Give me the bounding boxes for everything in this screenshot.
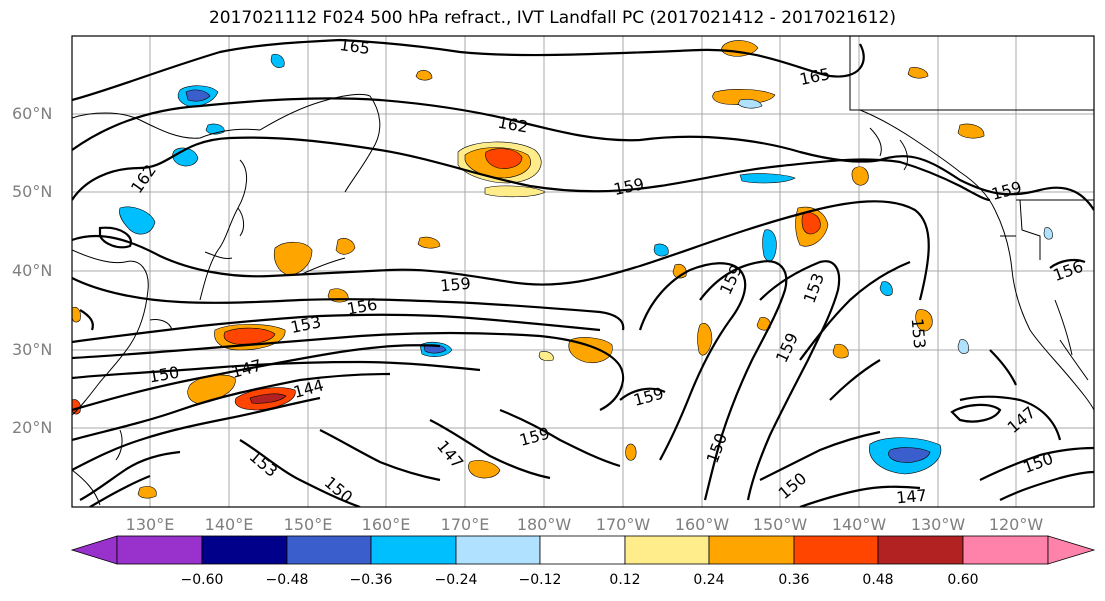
lon-label: 150°W [752, 515, 808, 534]
contour-label: 165 [338, 35, 371, 58]
colorbar-extend-min [70, 535, 118, 565]
lon-label: 120°W [988, 515, 1044, 534]
colorbar-tick-label: 0.60 [947, 572, 979, 588]
lon-label: 170°E [440, 515, 490, 534]
colorbar-tick-label: 0.24 [693, 572, 725, 588]
colorbar-bin [201, 535, 288, 565]
colorbar-bin [962, 535, 1049, 565]
graticule [72, 36, 1094, 507]
colorbar-bin [370, 535, 457, 565]
lon-label: 140°W [831, 515, 887, 534]
contour-label: 144 [291, 376, 325, 402]
contour-label: 150 [703, 431, 731, 466]
colorbar-bin [793, 535, 879, 565]
contour-label: 153 [246, 447, 282, 481]
political-boundaries [849, 36, 1094, 260]
lat-label: 50°N [12, 182, 53, 201]
colorbar-tick-label: −0.60 [180, 572, 224, 588]
height-contours [72, 38, 1094, 507]
lat-label: 40°N [12, 261, 53, 280]
colorbar-tick-label: −0.48 [265, 572, 309, 588]
colorbar-bin [877, 535, 964, 565]
colorbar-tick-label: 0.48 [862, 572, 894, 588]
contour-label: 156 [1051, 257, 1086, 285]
lon-label: 160°E [361, 515, 411, 534]
contour-label: 150 [321, 473, 357, 507]
lon-label: 160°W [674, 515, 730, 534]
colorbar-tick-label: −0.36 [349, 572, 393, 588]
colorbar-tick-label: 0.12 [609, 572, 641, 588]
contour-label: 147 [1004, 403, 1040, 437]
colorbar-bin [116, 535, 203, 565]
contour-label: 153 [289, 312, 323, 337]
colorbar [70, 535, 1096, 565]
contour-label: 159 [439, 274, 471, 296]
colorbar-bin [455, 535, 541, 565]
map-frame [71, 35, 1095, 508]
colorbar-extend-max [1047, 535, 1096, 565]
contour-label: 159 [612, 174, 646, 199]
contour-label: 147 [895, 486, 927, 508]
contour-label: 162 [496, 113, 529, 137]
lon-label: 130°W [910, 515, 966, 534]
colorbar-bin [539, 535, 626, 565]
lon-label: 130°E [125, 515, 175, 534]
lon-label: 170°W [595, 515, 651, 534]
contour-label: 153 [800, 271, 828, 306]
lat-label: 30°N [12, 340, 53, 359]
refractivity-fill [72, 40, 1053, 499]
colorbar-tick-label: −0.12 [518, 572, 562, 588]
contour-label: 159 [517, 424, 551, 450]
contour-label: 150 [1021, 449, 1056, 477]
coastlines [72, 93, 1094, 506]
colorbar-tick-label: −0.24 [434, 572, 478, 588]
lon-label: 150°E [283, 515, 333, 534]
colorbar-bin [286, 535, 372, 565]
lat-label: 60°N [12, 104, 53, 123]
lat-label: 20°N [12, 418, 53, 437]
lon-label: 140°E [204, 515, 254, 534]
contour-label: 159 [772, 330, 802, 366]
contour-label: 159 [631, 384, 665, 410]
contour-label: 153 [908, 317, 930, 349]
colorbar-tick-label: 0.36 [778, 572, 810, 588]
map-title: 2017021112 F024 500 hPa refract., IVT La… [208, 8, 896, 28]
contour-label: 147 [229, 356, 263, 382]
contour-label: 147 [433, 437, 467, 473]
colorbar-bin [624, 535, 710, 565]
lon-label: 180°W [516, 515, 572, 534]
colorbar-bin [708, 535, 795, 565]
